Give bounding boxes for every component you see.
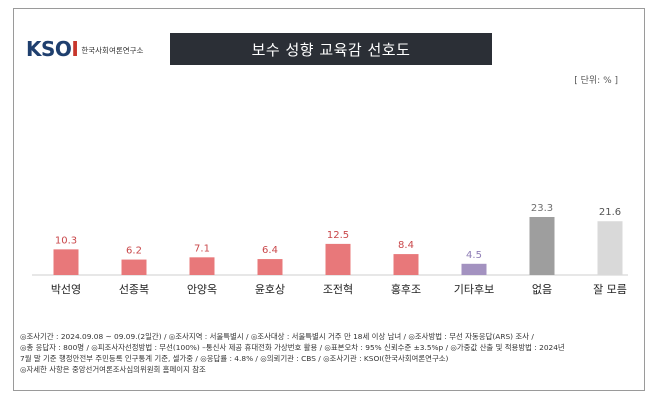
footnote-line-1: ◎조사기간 : 2024.09.08 ~ 09.09.(2일간) / ◎조사지역…	[20, 332, 534, 341]
bar-5	[325, 243, 351, 275]
category-label-5: 조전혁	[323, 283, 353, 296]
category-label-1: 박선영	[51, 283, 81, 296]
category-label-4: 윤호상	[255, 283, 285, 296]
value-label-6: 8.4	[398, 240, 414, 251]
bar-2	[121, 259, 147, 275]
value-label-9: 21.6	[599, 207, 621, 218]
value-label-7: 4.5	[466, 250, 482, 261]
value-label-3: 7.1	[194, 243, 210, 254]
bar-8	[529, 217, 555, 275]
logo-text: 한국사회여론연구소	[81, 46, 144, 55]
bar-7	[461, 263, 487, 275]
chart-frame	[13, 8, 645, 391]
bar-4	[257, 259, 283, 275]
footnote-line-4: ◎자세한 사항은 중앙선거여론조사심의위원회 홈페이지 참조	[20, 365, 206, 374]
footnote-line-2: ◎총 응답자 : 800명 / ◎피조사자선정방법 : 무선(100%) –통신…	[20, 343, 565, 352]
bar-9	[597, 221, 623, 275]
category-label-7: 기타후보	[454, 283, 494, 296]
value-label-5: 12.5	[327, 230, 349, 241]
bar-6	[393, 254, 419, 275]
category-label-2: 선종복	[119, 283, 149, 296]
value-label-2: 6.2	[126, 246, 142, 257]
value-label-4: 6.4	[262, 245, 278, 256]
value-label-8: 23.3	[531, 203, 553, 214]
logo-mark: KSOI	[26, 37, 79, 61]
survey-footnote: ◎조사기간 : 2024.09.08 ~ 09.09.(2일간) / ◎조사지역…	[20, 331, 638, 375]
category-label-6: 홍후조	[391, 282, 421, 296]
footnote-line-3: 7월 말 기준 행정안전부 주민등록 인구통계 기준, 셀가중 / ◎응답률 :…	[20, 354, 449, 363]
ksoi-logo: KSOI 한국사회여론연구소	[26, 37, 143, 61]
category-label-3: 안양옥	[187, 283, 217, 296]
category-label-9: 잘 모름	[593, 283, 627, 296]
bar-3	[189, 257, 215, 275]
value-label-1: 10.3	[55, 235, 77, 246]
unit-label: [ 단위: % ]	[574, 76, 618, 86]
chart-title: 보수 성향 교육감 선호도	[170, 33, 492, 65]
bar-1	[53, 249, 79, 275]
category-label-8: 없음	[532, 283, 552, 296]
